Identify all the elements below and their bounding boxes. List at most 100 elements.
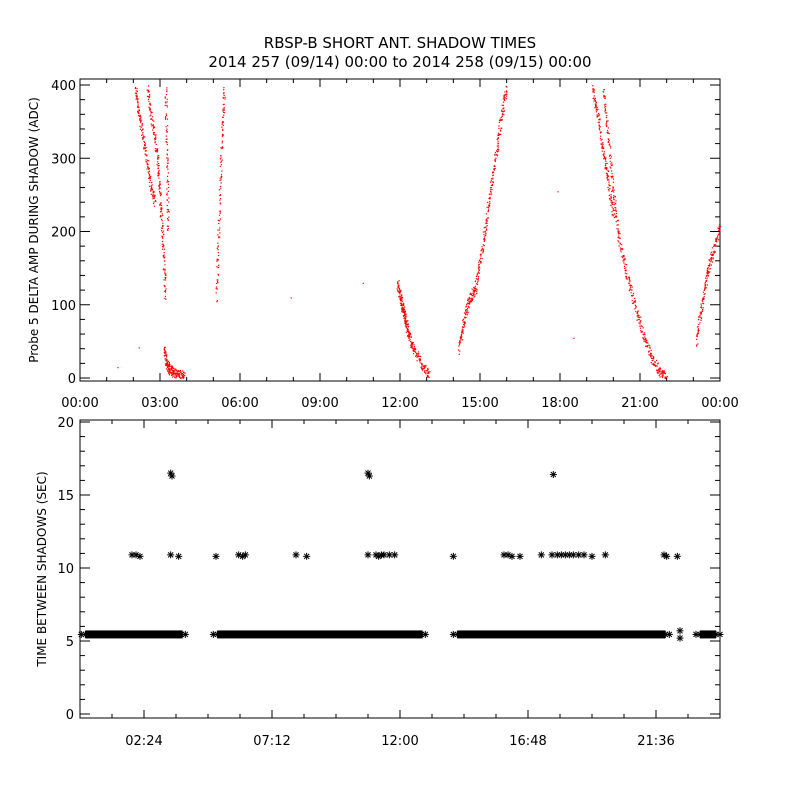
amp-data-point [168, 371, 170, 373]
amp-data-point [704, 288, 706, 290]
amp-data-point [182, 370, 184, 372]
amp-data-point [163, 351, 165, 353]
amp-data-point [697, 328, 700, 330]
amp-data-point [158, 173, 160, 175]
amp-data-point [221, 135, 224, 137]
amp-data-point [506, 90, 508, 93]
amp-data-point [184, 374, 186, 376]
amp-data-point [162, 230, 164, 232]
amp-data-point [625, 275, 627, 278]
amp-data-point [164, 346, 166, 348]
amp-data-point [149, 103, 151, 105]
amp-data-point [594, 100, 597, 102]
amp-data-point [426, 370, 428, 372]
amp-data-point [640, 316, 642, 318]
amp-data-point [596, 109, 598, 111]
amp-data-point [218, 214, 221, 216]
amp-data-point [162, 254, 164, 257]
amp-data-point [610, 201, 612, 203]
amp-data-point [428, 376, 430, 379]
amp-data-point [143, 141, 146, 143]
amp-data-point [601, 138, 603, 140]
amp-data-point [607, 186, 609, 189]
amp-data-point [462, 326, 464, 329]
amp-data-point [629, 284, 631, 286]
amp-data-point [416, 356, 418, 358]
amp-data-point [144, 147, 147, 150]
amp-data-point [165, 135, 167, 137]
amp-data-point [412, 353, 415, 355]
amp-data-point [472, 289, 474, 291]
amp-data-point [632, 292, 635, 295]
amp-data-point [653, 363, 655, 365]
amp-data-point [696, 336, 698, 338]
amp-data-point [154, 150, 156, 152]
amp-data-point [607, 188, 610, 191]
amp-data-point [612, 198, 615, 200]
amp-data-point [144, 136, 146, 138]
amp-data-point [181, 374, 183, 376]
amp-data-point [606, 112, 608, 114]
amp-data-point [405, 316, 407, 318]
amp-data-point [477, 280, 479, 282]
amp-data-point [662, 370, 664, 372]
amp-data-point [710, 261, 712, 263]
amp-data-point [711, 258, 713, 260]
amp-data-point [629, 281, 631, 283]
amp-data-point [419, 359, 422, 361]
amp-data-point [165, 126, 167, 128]
amp-data-point [718, 233, 720, 236]
amp-data-point [216, 288, 219, 290]
amp-data-point [411, 342, 413, 344]
amp-data-point [614, 216, 616, 218]
amp-data-point [480, 255, 482, 257]
amp-data-point [654, 361, 656, 363]
amp-data-point [501, 114, 503, 116]
amp-data-point [484, 230, 487, 232]
amp-data-point [602, 91, 605, 93]
chart-title-line-2: 2014 257 (09/14) 00:00 to 2014 258 (09/1… [208, 53, 591, 71]
amp-data-point [221, 170, 223, 172]
amp-data-point [417, 354, 419, 356]
amp-data-point [403, 311, 405, 313]
amp-data-point [613, 201, 615, 203]
amp-data-point [608, 194, 610, 196]
amp-data-point [610, 175, 612, 178]
amp-data-point [595, 111, 597, 113]
amp-data-point [167, 361, 169, 363]
amp-data-point [657, 372, 659, 374]
amp-data-point [502, 104, 505, 106]
amp-data-point [162, 243, 164, 245]
interval-data-point [449, 552, 457, 560]
amp-data-point [410, 342, 413, 344]
amp-data-point [217, 234, 219, 236]
amp-data-point [217, 279, 219, 281]
amp-data-point [139, 119, 141, 121]
amp-data-point [607, 131, 609, 133]
amp-data-point [160, 218, 163, 221]
amp-data-point [648, 354, 650, 356]
amp-data-point [178, 376, 181, 379]
amp-data-point [661, 371, 663, 373]
amp-data-point [180, 371, 182, 373]
amp-data-point [480, 261, 482, 264]
amp-data-point [144, 153, 146, 155]
amp-data-point [177, 372, 179, 374]
amp-data-point [461, 333, 463, 336]
amp-data-point [461, 328, 463, 330]
amp-data-point [706, 270, 708, 272]
amp-data-point [492, 171, 494, 173]
amp-data-point [631, 286, 633, 288]
amp-data-point [477, 272, 479, 274]
amp-data-point [637, 318, 639, 321]
amp-data-point [165, 358, 167, 360]
amp-data-point [221, 148, 223, 150]
amp-data-point [618, 231, 620, 233]
amp-data-point [216, 279, 218, 281]
amp-data-point [497, 147, 499, 149]
amp-data-point [164, 279, 167, 281]
amp-data-point [418, 351, 420, 353]
amp-data-point [149, 102, 151, 104]
amp-data-point [709, 271, 711, 273]
amp-data-point [167, 369, 169, 371]
